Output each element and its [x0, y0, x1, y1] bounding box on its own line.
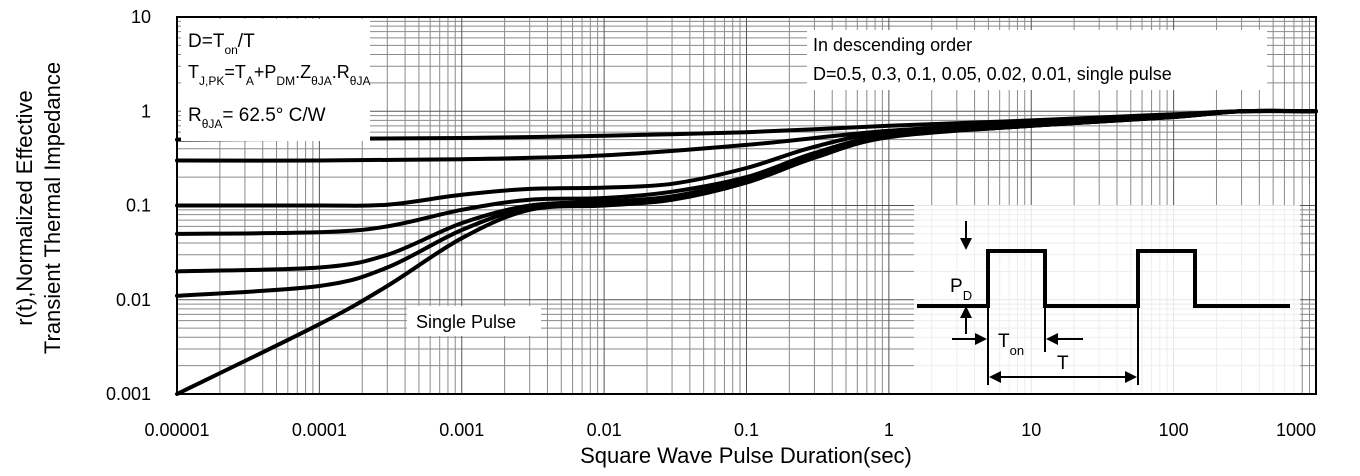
period-label: T: [1057, 353, 1069, 374]
ton-left-arrowhead: [975, 333, 987, 345]
series-curves: [175, 108, 1318, 396]
y-tick-label: 1: [141, 101, 151, 121]
legend-duty-list: D=0.5, 0.3, 0.1, 0.05, 0.02, 0.01, singl…: [813, 64, 1172, 84]
y-tick-label: 0.001: [106, 384, 151, 404]
x-tick-label: 0.0001: [292, 420, 347, 440]
x-tick-label: 10: [1021, 420, 1041, 440]
duty-cycle-formula: D=Ton/T: [188, 31, 255, 57]
y-tick-label: 10: [131, 7, 151, 27]
x-tick-label: 1000: [1276, 420, 1316, 440]
pd-bottom-arrowhead: [960, 306, 972, 318]
x-tick-label: 0.1: [734, 420, 759, 440]
single-pulse-label: Single Pulse: [416, 312, 516, 332]
x-axis-title: Square Wave Pulse Duration(sec): [580, 443, 912, 468]
pulse-waveform-inset: PD Ton T: [914, 205, 1300, 395]
pd-label: PD: [950, 276, 972, 303]
period-arrowhead-left: [989, 371, 1001, 383]
ton-label: Ton: [998, 331, 1024, 358]
x-tick-labels: 0.00001 0.0001 0.001 0.01 0.1 1 10 100 1000: [144, 420, 1316, 440]
x-tick-label: 100: [1159, 420, 1189, 440]
x-tick-label: 0.01: [587, 420, 622, 440]
y-axis-title-line2: Transient Thermal Impedance: [40, 62, 65, 354]
ton-right-arrowhead: [1046, 333, 1058, 345]
x-tick-label: 1: [884, 420, 894, 440]
y-tick-labels: 0.001 0.01 0.1 1 10: [106, 7, 151, 404]
legend-order-heading: In descending order: [813, 35, 972, 55]
pulse-waveform: [917, 249, 1290, 308]
thermal-resistance-value: RθJA= 62.5° C/W: [188, 105, 326, 131]
x-tick-label: 0.001: [439, 420, 484, 440]
plot-frame: [176, 16, 1317, 395]
y-tick-label: 0.01: [116, 290, 151, 310]
series-line-single-pulse: [175, 108, 1318, 396]
y-axis-title-line1: r(t),Normalized Effective: [12, 90, 37, 326]
y-tick-label: 0.1: [126, 196, 151, 216]
pd-top-arrowhead: [960, 238, 972, 250]
x-tick-label: 0.00001: [144, 420, 209, 440]
formula-box: D=Ton/T TJ,PK=TA+PDM.ZθJA.RθJA RθJA= 62.…: [181, 19, 370, 141]
period-arrowhead-right: [1125, 371, 1137, 383]
legend-box: In descending order D=0.5, 0.3, 0.1, 0.0…: [807, 30, 1267, 90]
single-pulse-label-box: Single Pulse: [407, 306, 541, 336]
junction-temperature-formula: TJ,PK=TA+PDM.ZθJA.RθJA: [188, 62, 370, 88]
